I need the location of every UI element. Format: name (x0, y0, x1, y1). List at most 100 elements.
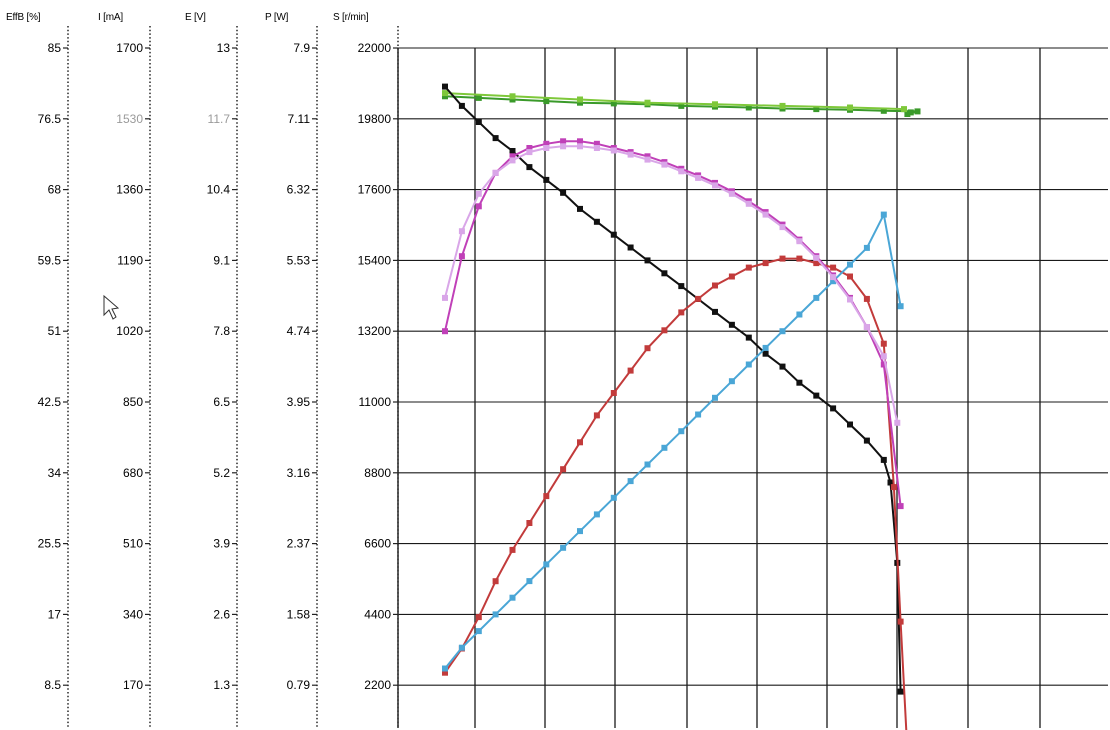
axis-tick-label-2-4: 7.8 (213, 324, 230, 338)
series-2-point-14 (678, 283, 685, 290)
series-2-point-7 (560, 189, 567, 196)
series-4-point-16 (712, 394, 718, 401)
series-1-point-1 (509, 93, 516, 100)
series-2-point-5 (526, 164, 533, 171)
series-2-point-29 (897, 688, 904, 695)
axis-tick-label-4-6: 8800 (364, 466, 391, 480)
axis-header-3: P [W] (265, 12, 289, 23)
series-2-point-13 (661, 270, 668, 277)
series-6-point-25 (863, 324, 870, 330)
series-4-point-0 (442, 665, 448, 672)
axis-tick-label-1-5: 850 (123, 395, 143, 409)
series-3-point-24 (847, 273, 853, 280)
series-6-point-9 (593, 145, 600, 151)
series-2-point-18 (745, 334, 752, 341)
series-3-point-3 (492, 578, 499, 585)
series-2-point-16 (712, 308, 718, 315)
series-line-2 (444, 85, 902, 692)
axis-tick-label-4-7: 6600 (364, 537, 391, 551)
series-6-point-16 (712, 182, 718, 189)
series-2-point-6 (543, 176, 550, 183)
axis-tick-label-0-5: 42.5 (38, 395, 62, 409)
axis-tick-label-3-8: 1.58 (287, 607, 311, 621)
axis-tick-label-4-0: 22000 (358, 41, 392, 55)
series-2-point-25 (863, 437, 870, 444)
series-2-point-17 (728, 321, 735, 328)
series-4-point-7 (560, 544, 567, 551)
series-4-point-18 (745, 361, 752, 368)
axis-tick-label-3-2: 6.32 (287, 183, 311, 197)
series-6-point-27 (894, 419, 901, 426)
series-2-point-20 (779, 363, 786, 370)
series-4-point-9 (593, 511, 600, 518)
series-1-point-3 (644, 99, 651, 106)
series-4-point-26 (880, 211, 887, 218)
series-1-point-4 (712, 101, 718, 108)
axis-tick-label-0-3: 59.5 (38, 253, 62, 267)
axis-tick-label-2-5: 6.5 (213, 395, 230, 409)
axis-tick-label-2-9: 1.3 (213, 678, 230, 692)
series-3-point-0 (442, 669, 448, 676)
mouse-cursor-icon (103, 294, 120, 320)
series-2-point-23 (830, 405, 837, 412)
series-4-point-17 (728, 378, 735, 385)
series-4-point-4 (509, 594, 516, 601)
series-3-point-19 (762, 260, 769, 267)
axis-tick-label-1-6: 680 (123, 466, 143, 480)
series-6-point-2 (475, 190, 482, 197)
series-5-point-12 (644, 153, 651, 160)
series-1-point-0 (442, 90, 448, 97)
series-6-point-19 (762, 211, 769, 218)
axis-header-1: I [mA] (98, 12, 123, 23)
series-6-point-0 (442, 294, 448, 301)
series-4-point-5 (526, 578, 533, 585)
series-5-point-8 (577, 138, 583, 145)
axis-tick-label-2-0: 13 (217, 41, 231, 55)
series-4-point-13 (661, 444, 668, 451)
axis-tick-label-2-1: 11.7 (208, 112, 231, 126)
series-2-point-4 (509, 148, 516, 154)
series-4-point-15 (695, 411, 702, 418)
series-2-point-3 (492, 135, 499, 142)
series-4-point-23 (830, 278, 837, 285)
series-1-point-5 (779, 102, 786, 109)
series-5-point-26 (880, 361, 887, 368)
series-0-point-1 (475, 94, 482, 101)
series-0-point-0 (442, 93, 448, 100)
series-6-point-18 (745, 200, 752, 207)
axis-header-4: S [r/min] (333, 12, 369, 23)
series-3-point-22 (813, 260, 820, 267)
axis-tick-label-2-2: 10.4 (207, 183, 231, 197)
series-3-point-4 (509, 546, 516, 553)
series-5-point-6 (543, 140, 550, 147)
series-3-point-9 (593, 412, 600, 419)
axis-tick-label-3-9: 0.79 (287, 678, 311, 692)
axis-tick-label-0-6: 34 (48, 466, 62, 480)
series-4-point-19 (762, 344, 769, 351)
series-4-point-3 (492, 611, 499, 618)
series-3-point-23 (830, 264, 837, 271)
series-3-point-5 (526, 520, 533, 526)
series-line-1 (444, 92, 905, 111)
series-6-point-4 (509, 157, 516, 164)
series-6-point-23 (830, 274, 837, 281)
series-0-point-3 (543, 98, 550, 105)
series-6-point-3 (492, 169, 499, 176)
series-3-point-11 (627, 367, 634, 374)
series-0-point-16 (907, 109, 914, 116)
series-2-point-1 (458, 102, 465, 109)
axis-tick-label-4-1: 19800 (358, 112, 392, 126)
series-6-point-20 (779, 224, 786, 231)
series-3-point-16 (712, 282, 718, 289)
series-2-point-10 (610, 231, 617, 238)
axis-tick-label-4-5: 11000 (359, 395, 392, 409)
series-line-6 (444, 145, 899, 423)
series-line-4 (444, 211, 902, 670)
axis-tick-label-0-4: 51 (48, 324, 62, 338)
series-6-point-24 (847, 296, 853, 303)
axis-tick-label-4-9: 2200 (364, 678, 391, 692)
series-3-point-2 (475, 614, 482, 621)
axis-tick-label-3-5: 3.95 (287, 395, 311, 409)
series-2-point-21 (796, 379, 803, 386)
series-2-point-8 (577, 205, 583, 212)
